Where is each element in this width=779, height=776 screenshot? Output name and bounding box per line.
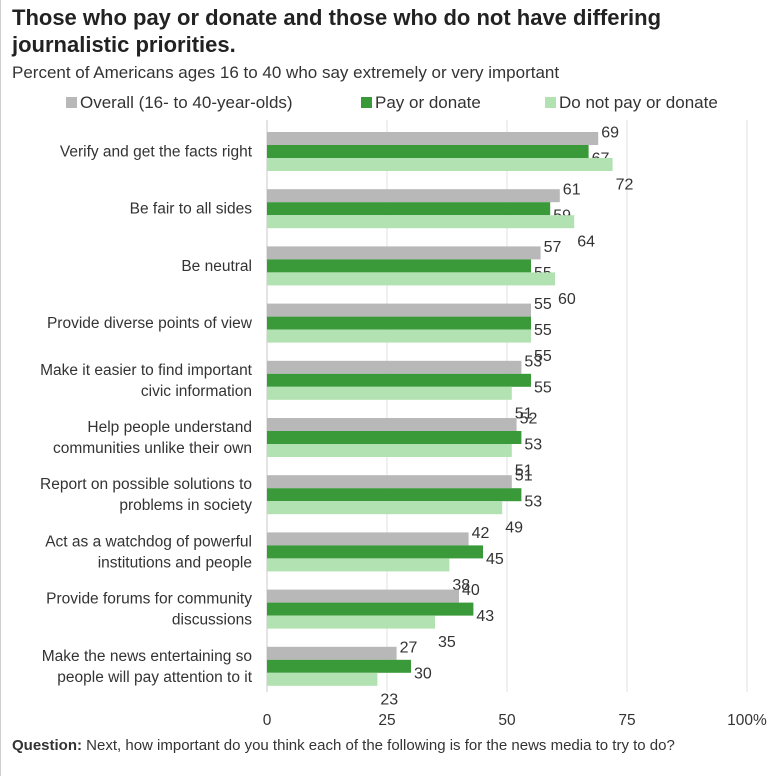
- category-label: Help people understand: [87, 419, 252, 436]
- legend-swatch-pay: [361, 97, 372, 108]
- bar: [267, 532, 469, 546]
- chart-subtitle: Percent of Americans ages 16 to 40 who s…: [12, 63, 560, 82]
- data-label: 53: [524, 494, 542, 511]
- data-label: 23: [380, 691, 398, 708]
- data-label: 60: [558, 291, 576, 308]
- bar: [267, 418, 517, 431]
- bar: [267, 246, 541, 260]
- data-label: 30: [414, 665, 432, 682]
- bar: [267, 145, 589, 158]
- category-label: Act as a watchdog of powerful: [45, 533, 252, 550]
- legend-item-overall: Overall (16- to 40-year-olds): [66, 93, 293, 113]
- bar: [267, 132, 599, 145]
- data-label: 49: [505, 520, 523, 537]
- bar: [267, 431, 522, 444]
- data-label: 55: [534, 296, 552, 313]
- bar: [267, 545, 483, 559]
- bar: [267, 189, 560, 203]
- bar: [267, 646, 397, 660]
- x-tick-label: 25: [378, 712, 395, 729]
- bar: [267, 259, 531, 273]
- bar: [267, 475, 512, 489]
- category-label: communities unlike their own: [53, 440, 252, 457]
- bar: [267, 444, 512, 457]
- category-label: Make it easier to find important: [40, 362, 253, 379]
- data-label: 72: [616, 177, 634, 194]
- bar: [267, 659, 411, 673]
- bar: [267, 672, 378, 686]
- category-label: problems in society: [119, 497, 252, 514]
- category-label: institutions and people: [98, 554, 252, 571]
- category-label: Make the news entertaining so: [42, 648, 252, 665]
- category-label: discussions: [172, 612, 252, 629]
- legend-item-no-pay: Do not pay or donate: [545, 93, 718, 113]
- bar: [267, 158, 613, 171]
- bar: [267, 329, 531, 343]
- category-label: Provide diverse points of view: [47, 315, 253, 332]
- category-label: Verify and get the facts right: [60, 144, 253, 161]
- chart-title: Those who pay or donate and those who do…: [12, 5, 662, 57]
- frame-border: [0, 0, 1, 776]
- legend-label-pay: Pay or donate: [375, 93, 481, 112]
- x-tick-label: 75: [618, 712, 635, 729]
- category-label: Be neutral: [181, 258, 252, 275]
- data-label: 52: [520, 411, 538, 428]
- data-label: 55: [534, 322, 552, 339]
- data-label: 35: [438, 634, 456, 651]
- footnote-text: Next, how important do you think each of…: [86, 737, 675, 754]
- bar: [267, 272, 555, 286]
- data-label: 40: [462, 582, 480, 599]
- data-label: 53: [524, 437, 542, 454]
- data-label: 61: [563, 182, 581, 199]
- data-label: 55: [534, 348, 552, 365]
- footnote-label: Question:: [12, 737, 82, 754]
- x-tick-label: 50: [498, 712, 516, 729]
- category-label: people will pay attention to it: [57, 669, 252, 686]
- bar: [267, 615, 435, 629]
- bar: [267, 386, 512, 400]
- legend-label-overall: Overall (16- to 40-year-olds): [80, 93, 293, 112]
- data-label: 51: [515, 463, 533, 480]
- data-label: 55: [534, 379, 552, 396]
- legend-item-pay: Pay or donate: [361, 93, 481, 113]
- data-label: 69: [601, 125, 619, 142]
- data-label: 42: [472, 525, 490, 542]
- bar: [267, 373, 531, 387]
- data-label: 45: [486, 551, 504, 568]
- footnote: Question: Next, how important do you thi…: [12, 736, 767, 755]
- legend-swatch-overall: [66, 97, 77, 108]
- x-tick-label: 100%: [727, 712, 767, 729]
- data-label: 64: [577, 234, 595, 251]
- bar: [267, 202, 551, 216]
- data-label: 51: [515, 468, 533, 485]
- category-label: Provide forums for community: [46, 591, 252, 608]
- bar: [267, 215, 575, 229]
- data-label: 57: [544, 239, 562, 256]
- data-label: 27: [400, 639, 418, 656]
- data-label: 51: [515, 405, 533, 422]
- category-label: Report on possible solutions to: [40, 476, 252, 493]
- legend-swatch-no-pay: [545, 97, 556, 108]
- x-tick-label: 0: [263, 712, 272, 729]
- category-label: Be fair to all sides: [130, 201, 253, 218]
- bar: [267, 589, 459, 603]
- bar: [267, 602, 474, 616]
- legend-label-no-pay: Do not pay or donate: [559, 93, 718, 112]
- bar: [267, 316, 531, 330]
- bar-chart: 0 25 50 75 100% Verify and get the facts righ…: [40, 120, 767, 729]
- category-label: civic information: [141, 383, 252, 400]
- bar: [267, 558, 450, 572]
- bar: [267, 488, 522, 502]
- bar: [267, 501, 503, 515]
- data-label: 53: [524, 353, 542, 370]
- data-label: 43: [476, 608, 494, 625]
- bar: [267, 303, 531, 317]
- bar: [267, 360, 522, 374]
